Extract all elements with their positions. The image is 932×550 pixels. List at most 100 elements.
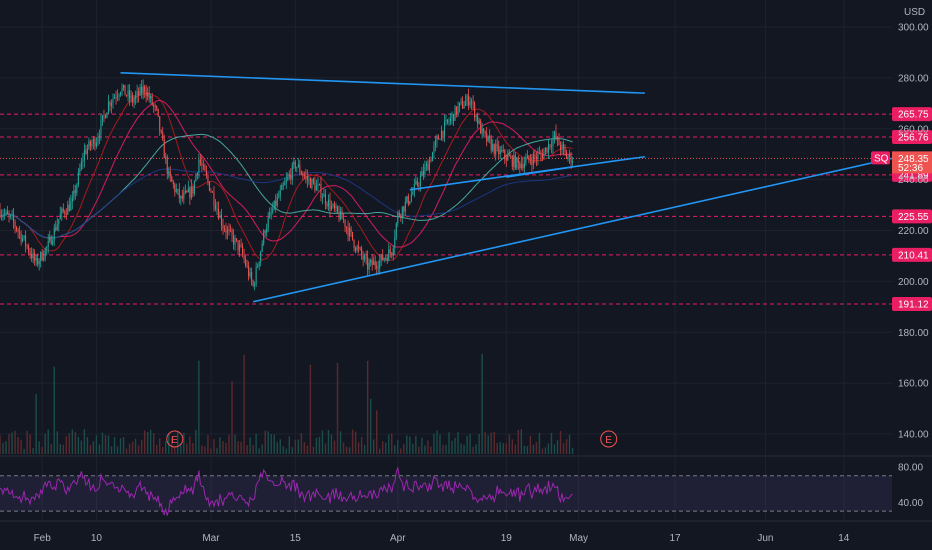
price-tick-label: 240.00 xyxy=(898,175,929,186)
candle-body xyxy=(321,197,323,198)
candle-body xyxy=(79,169,81,173)
volume-bar xyxy=(288,436,290,454)
volume-bar xyxy=(502,443,504,454)
volume-bar xyxy=(2,442,4,454)
candle-body xyxy=(278,196,280,198)
candle-body xyxy=(559,145,562,150)
volume-bar xyxy=(372,439,375,454)
candle-body xyxy=(50,236,52,245)
candle-body xyxy=(431,152,433,162)
candle-body xyxy=(383,258,385,261)
candle-body xyxy=(287,176,289,180)
candle-body xyxy=(223,228,226,230)
candle-body xyxy=(107,101,110,113)
candle-body xyxy=(237,240,239,251)
volume-bar xyxy=(351,429,354,454)
candle-body xyxy=(361,248,363,256)
candle-body xyxy=(272,209,274,213)
candle-body xyxy=(463,105,465,109)
candle-body xyxy=(34,253,36,261)
volume-bar xyxy=(210,448,212,454)
volume-bar xyxy=(26,430,28,454)
candle-body xyxy=(13,214,15,222)
trendlines xyxy=(120,71,893,303)
candle-body xyxy=(186,190,188,193)
volume-bar xyxy=(62,444,64,454)
volume-bar xyxy=(538,432,541,454)
candle-body xyxy=(157,108,159,117)
candle-body xyxy=(276,197,278,206)
candle-body xyxy=(460,101,462,103)
volume-bar xyxy=(382,441,384,454)
candle-body xyxy=(0,210,1,217)
candle-body xyxy=(154,105,156,107)
candle-body xyxy=(459,102,461,107)
volume-bar xyxy=(357,442,360,454)
candle-body xyxy=(94,138,96,147)
rsi-tick-label: 40.00 xyxy=(898,498,923,509)
volume-bar xyxy=(321,430,324,454)
volume-bar xyxy=(375,410,378,454)
volume-bar xyxy=(258,448,260,454)
candle-body xyxy=(564,147,566,153)
candle-body xyxy=(165,157,167,159)
candle-body xyxy=(315,185,317,191)
candle-body xyxy=(291,164,293,180)
candle-body xyxy=(336,206,339,212)
volume-bar xyxy=(137,445,140,454)
candle-body xyxy=(501,150,503,152)
candle-body xyxy=(77,172,79,185)
candle-body xyxy=(139,86,141,96)
volume-bar xyxy=(309,364,312,454)
candle-body xyxy=(0,215,3,217)
candle-body xyxy=(401,206,403,218)
candle-body xyxy=(436,137,438,141)
candle-body xyxy=(141,86,143,94)
candle-body xyxy=(338,211,340,220)
volume-bar xyxy=(101,432,104,454)
candle-body xyxy=(118,94,120,97)
candle-body xyxy=(126,95,128,96)
candle-body xyxy=(160,130,162,133)
candle-body xyxy=(418,185,420,186)
volume-bar xyxy=(312,446,315,454)
candle-body xyxy=(327,199,330,207)
candle-body xyxy=(519,162,521,169)
candle-body xyxy=(385,257,387,259)
candle-body xyxy=(540,152,542,155)
trendline xyxy=(506,166,573,178)
price-axis: 265.75 256.76 241.89 225.55 210.41 191.12 300.… xyxy=(871,23,932,441)
volume-bar xyxy=(98,444,101,454)
volume-bar xyxy=(192,443,194,454)
candle-body xyxy=(330,206,333,210)
candle-body xyxy=(26,245,28,247)
candle-body xyxy=(318,184,320,185)
candle-body xyxy=(226,229,229,233)
candle-body xyxy=(350,228,352,232)
volume-bar xyxy=(559,431,562,454)
candle-body xyxy=(58,219,60,225)
candle-body xyxy=(391,252,393,256)
earnings-marker[interactable] xyxy=(600,430,618,448)
candle-body xyxy=(314,182,316,191)
trendline xyxy=(120,71,645,94)
volume-bar xyxy=(547,443,550,454)
candle-body xyxy=(217,208,220,219)
moving-average-line xyxy=(0,92,573,261)
candle-body xyxy=(520,164,522,169)
volume-bar xyxy=(490,432,492,454)
earnings-marker[interactable] xyxy=(166,430,184,448)
level-tag xyxy=(892,247,932,262)
candle-body xyxy=(285,179,287,183)
candle-body xyxy=(406,196,408,202)
volume-bar xyxy=(493,431,495,454)
candle-body xyxy=(469,101,471,106)
volume-bar xyxy=(496,443,498,454)
candle-body xyxy=(124,84,126,96)
candle-body xyxy=(153,104,155,106)
volume-bar xyxy=(348,447,351,454)
candle-body xyxy=(374,261,376,266)
level-tag-label: 191.12 xyxy=(898,299,929,310)
candle-body xyxy=(567,157,569,159)
